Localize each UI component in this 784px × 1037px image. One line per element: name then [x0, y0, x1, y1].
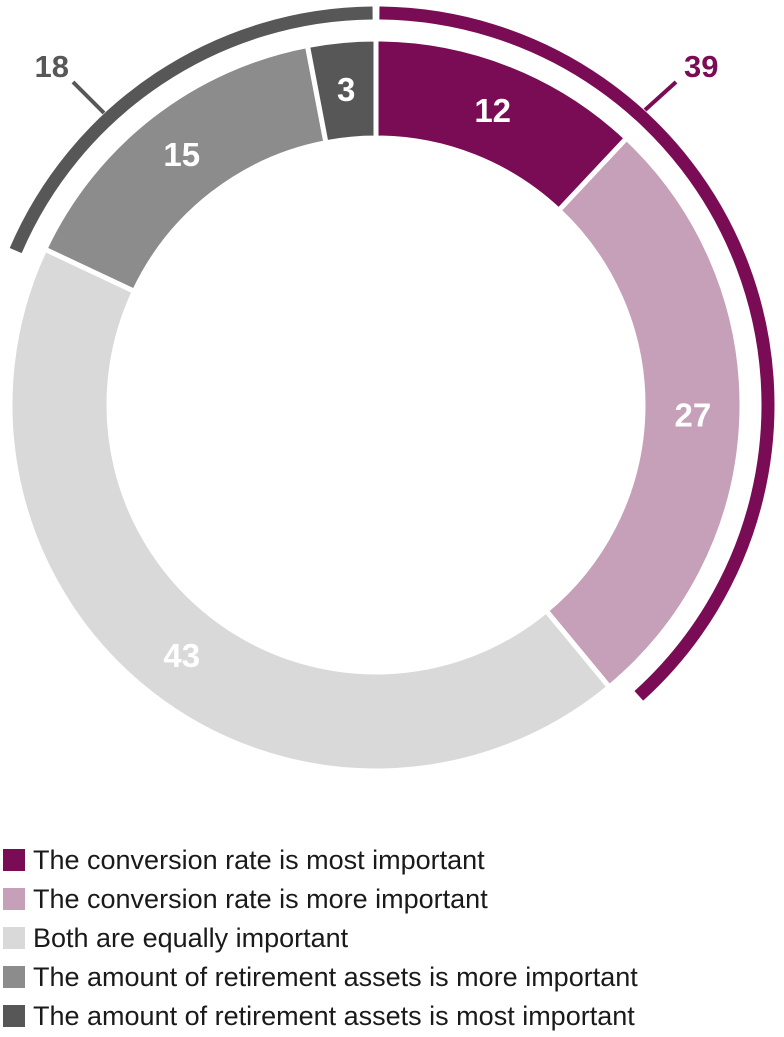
- legend-swatch: [3, 1005, 25, 1027]
- donut-segment-5: [304, 36, 379, 146]
- group-arc-39: [379, 6, 775, 701]
- leader-line-18: [71, 80, 106, 115]
- legend-row: The conversion rate is more important: [3, 884, 638, 914]
- legend-label: The amount of retirement assets is most …: [33, 1001, 635, 1031]
- legend-swatch: [3, 927, 25, 949]
- legend-swatch: [3, 966, 25, 988]
- chart-legend: The conversion rate is most important Th…: [3, 845, 638, 1037]
- segment-value-label: 12: [474, 92, 511, 129]
- donut-segment-3: [7, 245, 613, 774]
- legend-swatch: [3, 849, 25, 871]
- legend-label: The conversion rate is more important: [33, 884, 488, 914]
- legend-label: The amount of retirement assets is more …: [33, 962, 638, 992]
- legend-row: The amount of retirement assets is most …: [3, 1001, 638, 1031]
- legend-label: The conversion rate is most important: [33, 845, 485, 875]
- legend-label: Both are equally important: [33, 923, 349, 953]
- legend-row: Both are equally important: [3, 923, 638, 953]
- group-arc-18: [9, 6, 373, 254]
- legend-swatch: [3, 888, 25, 910]
- segment-value-label: 3: [337, 71, 355, 108]
- group-arc-label-39: 39: [684, 49, 718, 84]
- segment-value-label: 15: [163, 136, 200, 173]
- donut-chart: 12 27 43 15 3 39 18: [7, 6, 775, 774]
- segment-value-label: 43: [163, 637, 200, 674]
- leader-line-39: [643, 80, 678, 112]
- legend-row: The conversion rate is most important: [3, 845, 638, 875]
- segment-value-label: 27: [674, 397, 711, 434]
- group-arc-label-18: 18: [35, 49, 69, 84]
- donut-segment-2: [542, 134, 745, 691]
- legend-row: The amount of retirement assets is more …: [3, 962, 638, 992]
